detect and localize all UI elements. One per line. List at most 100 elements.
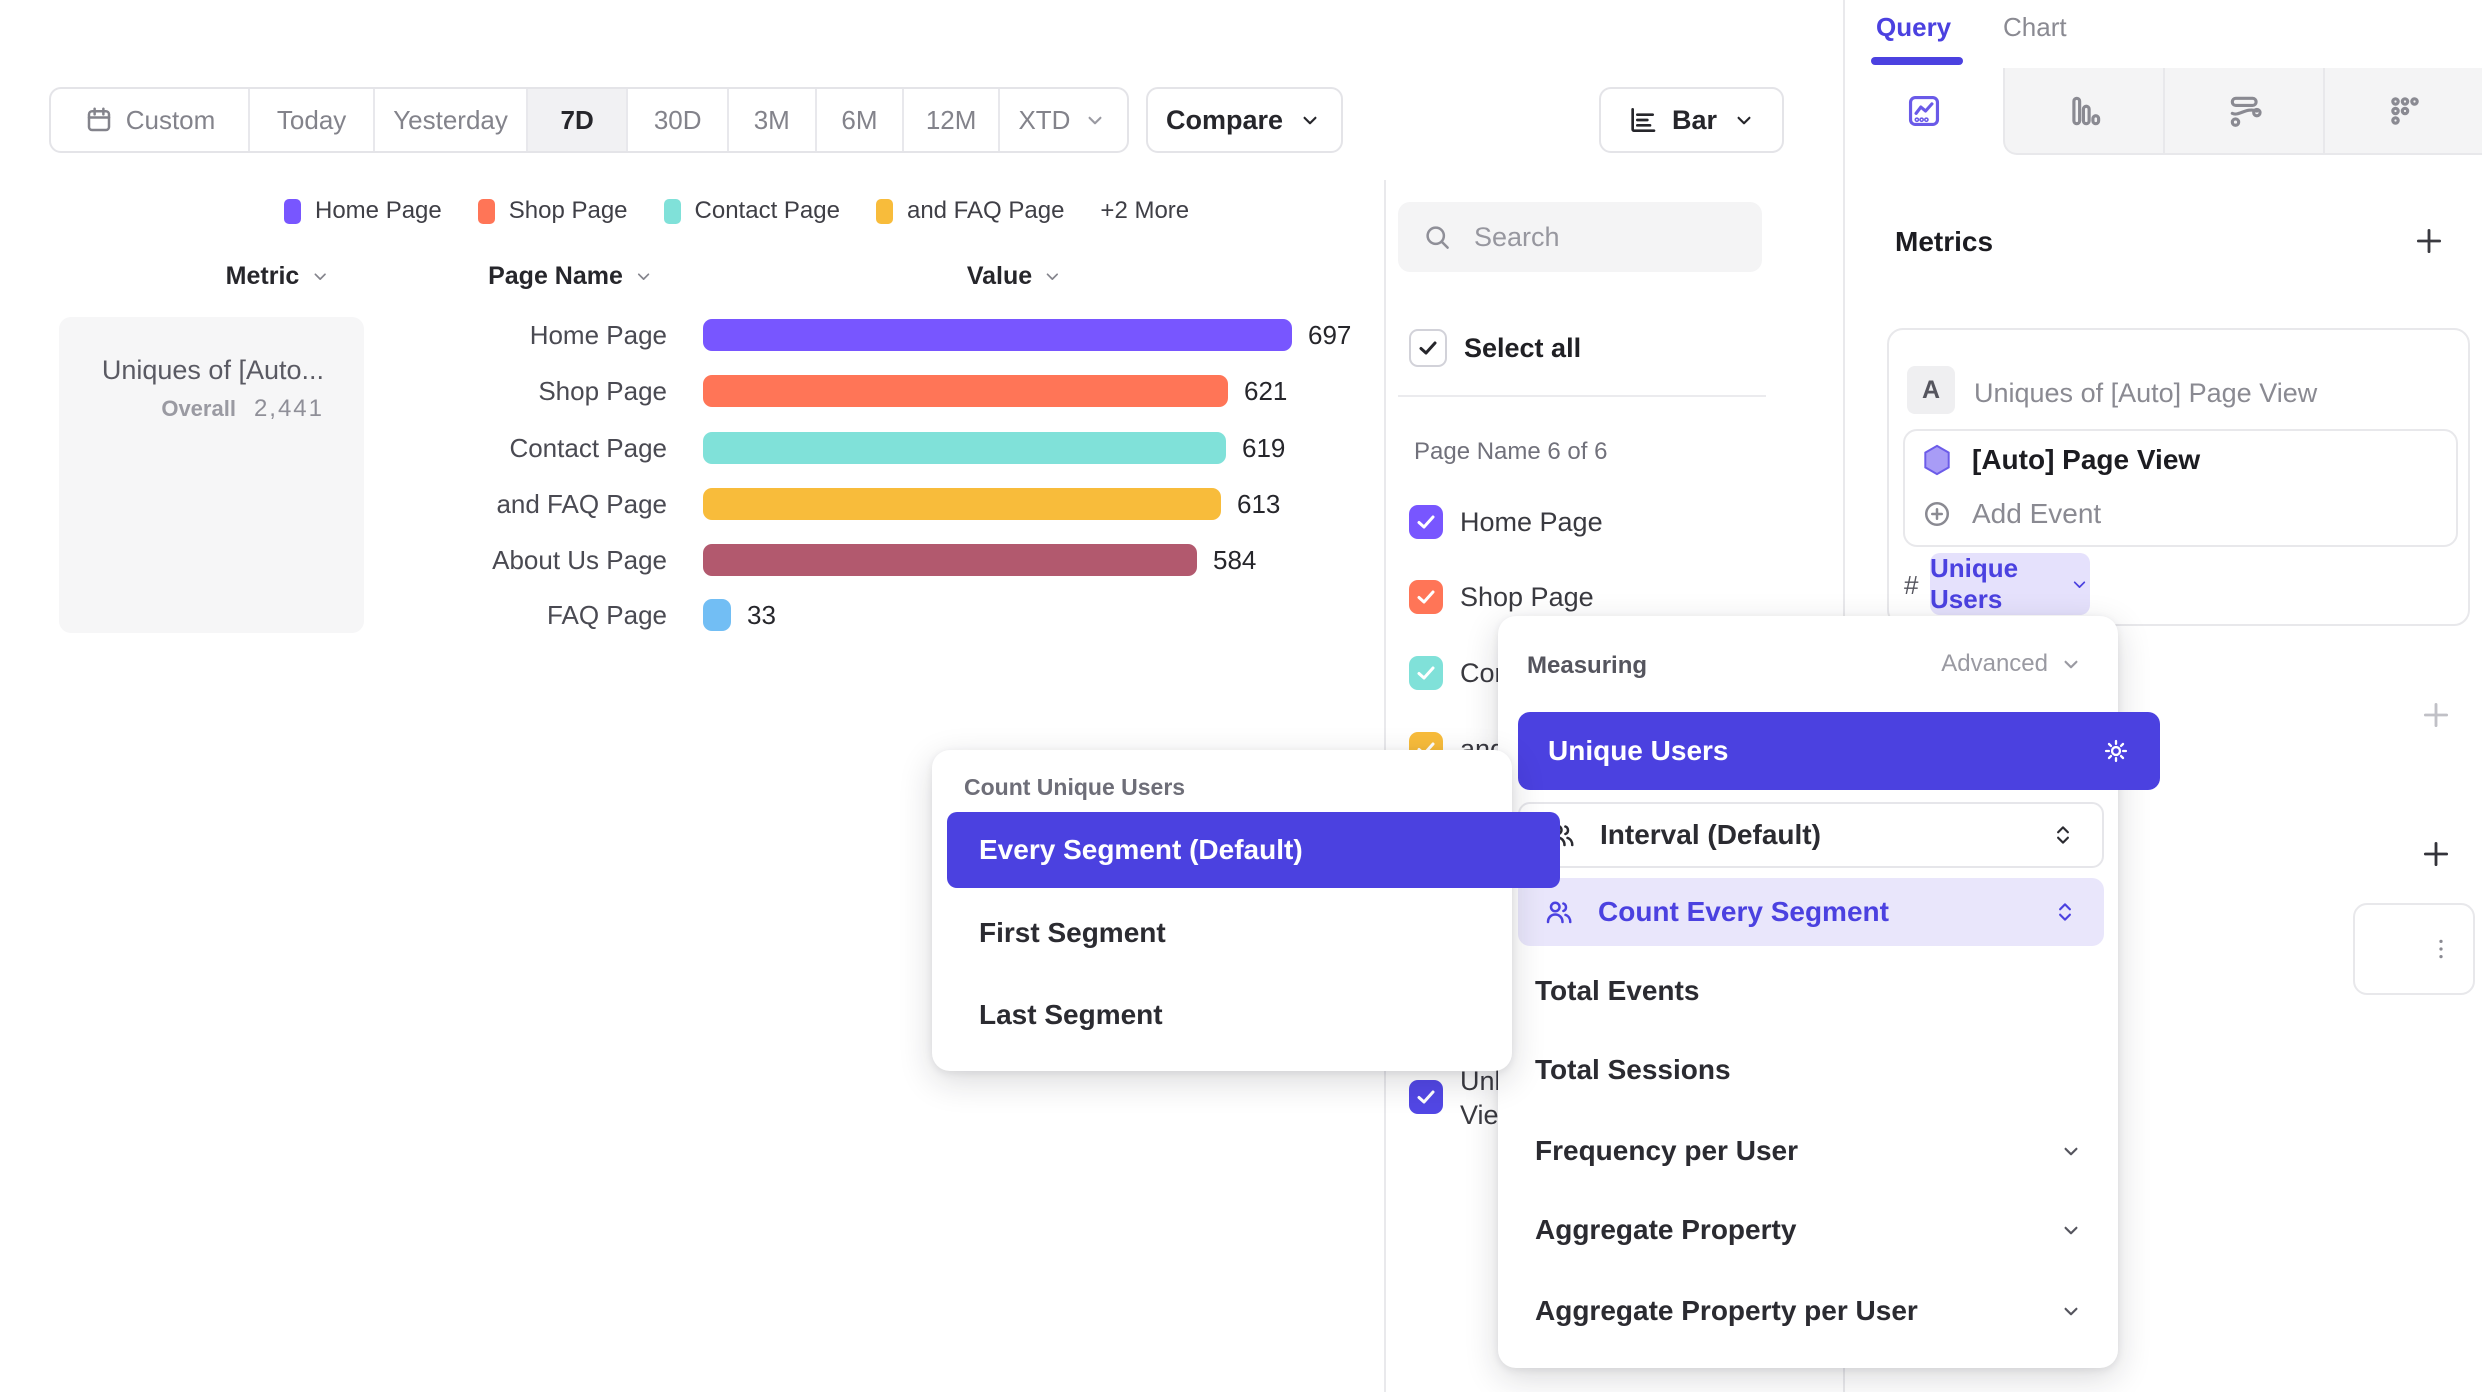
chevron-down-icon [1731,107,1757,133]
segment-checkbox[interactable] [1409,656,1443,690]
legend-item[interactable]: Home Page [284,197,442,225]
measuring-menu: Measuring Advanced Unique Users Interval… [1498,616,2160,1368]
bar-segment[interactable] [703,599,731,631]
measure-prefix: # [1904,570,1919,600]
chevron-down-icon [309,266,330,287]
chevron-down-icon [633,266,654,287]
date-range-today[interactable]: Today [250,89,376,151]
date-range-label: Custom [125,104,216,135]
count-unique-users-menu: Count Unique Users Every Segment (Defaul… [932,750,1560,1071]
funnels-icon [2066,92,2104,130]
date-range-7d[interactable]: 7D [527,89,629,151]
legend-item[interactable]: and FAQ Page [875,197,1064,225]
segment-search[interactable]: Search [1398,202,1762,272]
date-range-xtd[interactable]: XTD [1000,89,1127,151]
chevron-down-icon [2058,1298,2084,1324]
metric-card: A Uniques of [Auto] Page View [Auto] Pag… [1887,328,2470,626]
legend-item[interactable]: Shop Page [477,197,628,225]
measuring-option-frequency-per-user[interactable]: Frequency per User [1535,1134,2084,1168]
count-option-last-segment[interactable]: Last Segment [979,999,1163,1030]
report-type-strip [1845,68,2482,155]
bar-category-label: Contact Page [509,433,667,463]
tab-chart[interactable]: Chart [2003,12,2067,42]
select-all-row[interactable]: Select all [1409,329,1581,367]
segment-checkbox[interactable] [1409,505,1443,539]
bar-category-label: About Us Page [492,545,667,575]
bar-segment[interactable] [703,319,1292,351]
count-menu-title: Count Unique Users [964,774,1186,800]
bar-segment[interactable] [703,432,1226,464]
count-option-first-segment[interactable]: First Segment [979,917,1166,948]
date-range-30d[interactable]: 30D [628,89,729,151]
segment-checkbox[interactable] [1409,580,1443,614]
bar-segment[interactable] [703,544,1197,576]
legend-swatch [477,198,495,224]
measuring-title: Measuring [1527,652,1648,679]
search-placeholder: Search [1474,221,1560,252]
breakdown-row-fragment [2353,903,2475,995]
metric-summary-overall: Overall 2,441 [161,395,324,422]
report-tab-funnels[interactable] [2003,68,2165,155]
check-icon [1414,510,1438,534]
metric-summary-card[interactable]: Uniques of [Auto... Overall 2,441 [59,317,364,633]
segment-checkbox[interactable] [1409,1080,1443,1114]
date-range-yesterday[interactable]: Yesterday [375,89,528,151]
measuring-option-aggregate-property[interactable]: Aggregate Property [1535,1213,2084,1247]
check-icon [1414,1085,1438,1109]
bar-value-label: 621 [1244,376,1288,406]
chevron-down-icon [2058,651,2084,677]
retention-icon [2386,92,2424,130]
report-tab-insights[interactable] [1845,68,2003,153]
chevron-down-icon [1042,266,1063,287]
segment-group-label: Page Name 6 of 6 [1414,438,1608,465]
legend-more[interactable]: +2 More [1100,197,1190,224]
stepper-icon[interactable] [2050,822,2076,848]
advanced-toggle[interactable]: Advanced [1941,650,2084,678]
date-range-3m[interactable]: 3M [729,89,817,151]
gear-icon[interactable] [2102,737,2130,765]
column-header-page-name[interactable]: Page Name [488,262,654,291]
metrics-section-label: Metrics [1895,226,1994,257]
insights-icon [1905,92,1943,130]
metric-card-title: Uniques of [Auto] Page View [1974,378,2318,408]
bar-segment[interactable] [703,488,1221,520]
report-tab-flows[interactable] [2163,68,2325,155]
date-range-custom[interactable]: Custom [51,89,251,151]
measuring-option-unique-users[interactable]: Unique Users [1518,712,2160,790]
measuring-option-aggregate-property-per-user[interactable]: Aggregate Property per User [1535,1294,2084,1328]
legend-item[interactable]: Contact Page [663,197,840,225]
measuring-option-total-sessions[interactable]: Total Sessions [1535,1054,1731,1085]
list-divider [1398,395,1766,397]
bar-value-label: 33 [747,600,776,630]
add-breakdown-button[interactable] [2419,837,2453,871]
measuring-option-total-events[interactable]: Total Events [1535,975,1700,1006]
kebab-menu-icon[interactable] [2427,935,2455,963]
date-range-12m[interactable]: 12M [904,89,1000,151]
add-event-button[interactable]: Add Event [1922,498,2101,530]
segment-count-selector[interactable]: Count Every Segment [1518,878,2104,946]
interval-selector[interactable]: Interval (Default) [1518,802,2104,868]
event-row[interactable]: [Auto] Page View [1922,444,2200,476]
bar-category-label: Shop Page [538,376,667,406]
report-tab-retention[interactable] [2323,68,2482,155]
date-range-6m[interactable]: 6M [817,89,905,151]
chart-type-button[interactable]: Bar [1599,87,1784,153]
stepper-icon[interactable] [2052,899,2078,925]
bar-segment[interactable] [703,375,1228,407]
column-header-value[interactable]: Value [967,262,1063,291]
measure-selector[interactable]: Unique Users [1930,553,2090,615]
column-header-metric[interactable]: Metric [226,262,331,291]
tab-query[interactable]: Query [1876,12,1952,42]
chevron-down-icon [2058,1138,2084,1164]
bar-category-label: FAQ Page [547,600,667,630]
flows-icon [2226,92,2264,130]
select-all-checkbox[interactable] [1409,329,1447,367]
people-icon [1544,897,1574,927]
compare-button[interactable]: Compare [1146,87,1343,153]
add-metric-button[interactable] [2412,224,2446,258]
count-option-every-segment[interactable]: Every Segment (Default) [947,812,1560,888]
bar-category-label: and FAQ Page [496,489,667,519]
search-icon [1422,222,1452,252]
segment-label: Shop Page [1460,582,1594,612]
add-filter-button[interactable] [2419,698,2453,732]
